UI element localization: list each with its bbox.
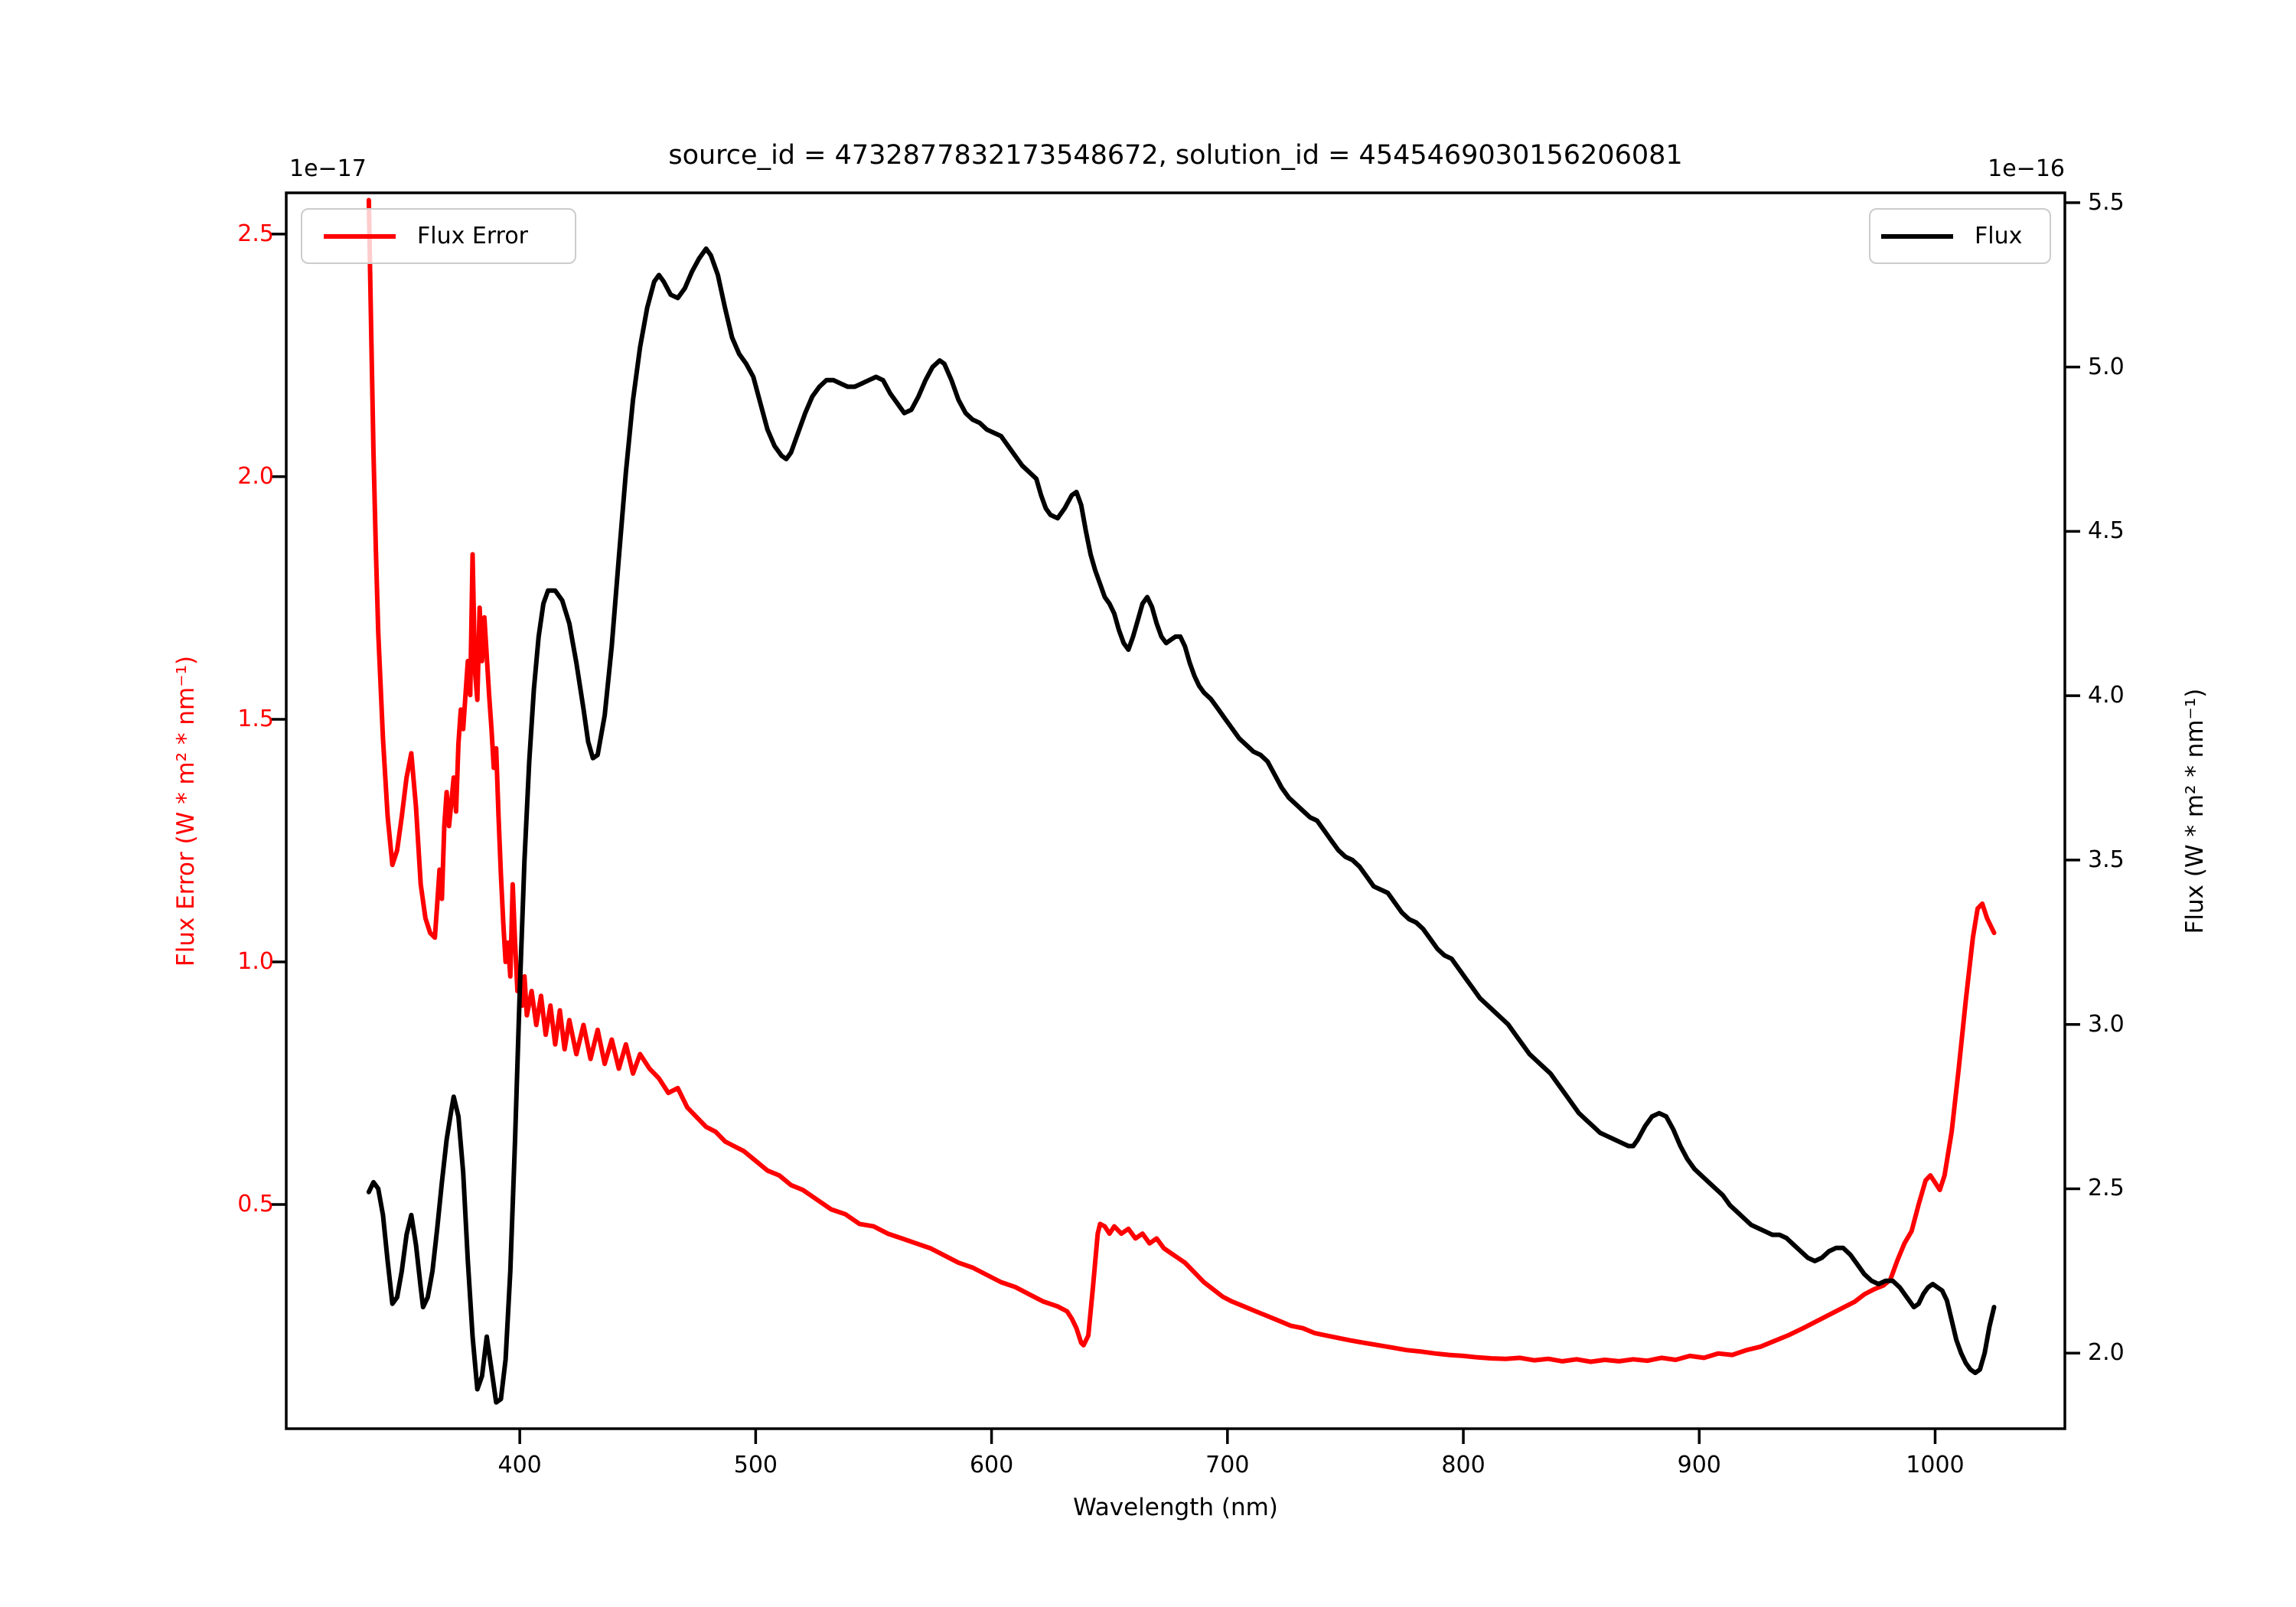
right-y-tick-label: 4.5 <box>2088 517 2125 545</box>
left-y-axis-label: Flux Error (W * m² * nm⁻¹) <box>172 655 200 967</box>
left-y-tick-label: 1.0 <box>237 948 274 976</box>
x-tick-label: 400 <box>497 1452 542 1478</box>
right-y-axis-label: Flux (W * m² * nm⁻¹) <box>2181 688 2209 934</box>
plot-border <box>285 191 2066 1430</box>
flux-legend-line-sample <box>1881 233 1953 239</box>
x-tick-label: 1000 <box>1906 1452 1965 1478</box>
x-tick-label: 500 <box>733 1452 778 1478</box>
x-tick-label: 900 <box>1677 1452 1721 1478</box>
tick-marks <box>271 201 2080 1444</box>
right-axis-offset-text: 1e−16 <box>1988 155 2065 182</box>
x-tick-label: 700 <box>1205 1452 1250 1478</box>
right-y-tick-label: 3.5 <box>2088 846 2125 873</box>
right-y-tick-label: 2.5 <box>2088 1175 2125 1202</box>
flux-legend-label: Flux <box>1975 223 2023 249</box>
x-axis-label: Wavelength (nm) <box>1073 1494 1278 1521</box>
left-y-tick-label: 2.0 <box>237 462 274 490</box>
plot-title: source_id = 4732877832173548672, solutio… <box>668 140 1683 171</box>
right-y-tick-label: 3.0 <box>2088 1010 2125 1038</box>
right-y-tick-label: 5.0 <box>2088 353 2125 380</box>
legend-flux-error: Flux Error <box>301 208 576 264</box>
left-y-tick-label: 0.5 <box>237 1191 274 1218</box>
flux-line <box>366 246 1997 1405</box>
flux-error-legend-label: Flux Error <box>417 223 529 249</box>
right-y-tick-label: 4.0 <box>2088 682 2125 709</box>
left-y-tick-label: 1.5 <box>237 705 274 732</box>
legend-flux: Flux <box>1869 208 2051 264</box>
x-tick-label: 800 <box>1441 1452 1486 1478</box>
x-tick-label: 600 <box>969 1452 1014 1478</box>
left-y-tick-label: 2.5 <box>237 220 274 247</box>
right-y-tick-label: 2.0 <box>2088 1339 2125 1367</box>
flux-error-legend-line-sample <box>324 233 396 239</box>
right-y-tick-label: 5.5 <box>2088 188 2125 216</box>
left-axis-offset-text: 1e−17 <box>289 155 367 182</box>
flux-error-line <box>366 197 1997 1364</box>
